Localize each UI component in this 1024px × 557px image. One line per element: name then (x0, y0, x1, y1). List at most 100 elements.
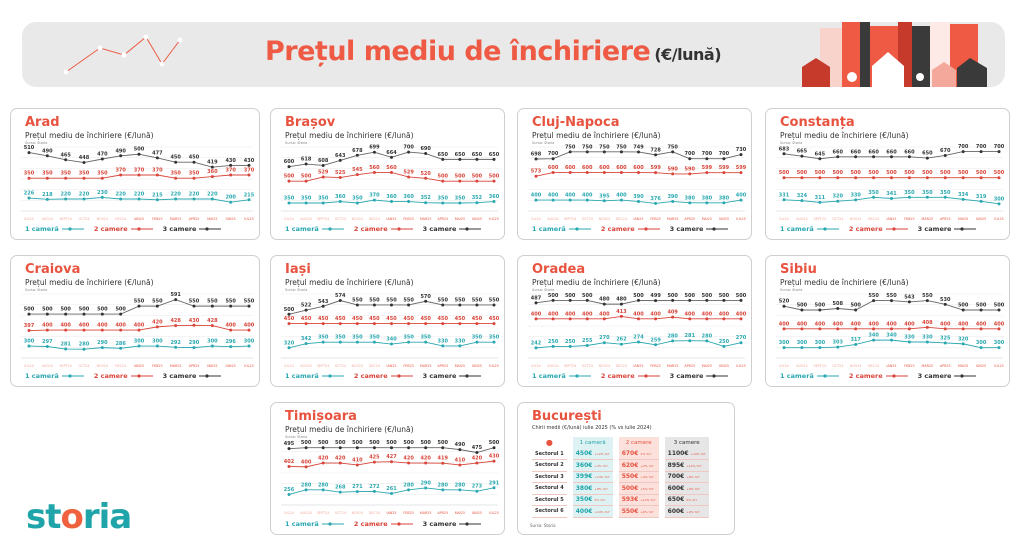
x-tick-label: IUL25 (489, 364, 498, 368)
data-point (722, 157, 726, 161)
data-point (304, 488, 308, 492)
data-point (722, 298, 726, 302)
x-tick-label: IAN25 (887, 217, 897, 221)
x-tick-label: OCT24 (582, 364, 593, 368)
line-chart: IUL24 AUG24 SEPT24 OCT24 NOV24 DEC24 IAN25 FEB2… (776, 144, 1005, 221)
data-label: 300 (815, 340, 826, 346)
data-label: 550 (207, 299, 218, 305)
data-point (355, 463, 359, 467)
data-point (739, 298, 743, 302)
price-cell: 700€ +8% YoY (664, 471, 709, 483)
data-point (534, 317, 538, 321)
data-label: 370 (369, 193, 380, 199)
data-point (585, 171, 589, 175)
data-point (321, 304, 325, 308)
data-point (100, 312, 104, 316)
x-tick-label: IAN25 (387, 217, 397, 221)
x-tick-label: NOV24 (850, 217, 861, 221)
data-label: 390 (633, 194, 644, 200)
data-label: 413 (616, 309, 627, 315)
x-tick-label: MAR25 (170, 217, 182, 221)
source-note: Sursa: Storia (532, 288, 555, 292)
data-point (492, 303, 496, 307)
x-tick-label: OCT24 (335, 217, 346, 221)
data-point (119, 328, 123, 332)
data-label: 350 (318, 335, 329, 341)
data-point (671, 339, 675, 343)
x-tick-label: DEC24 (369, 217, 380, 221)
data-label: 750 (582, 144, 593, 150)
data-label: 350 (403, 335, 414, 341)
chart-legend: 1 cameră 2 camere 3 camere (532, 372, 729, 380)
data-label: 500 (922, 170, 933, 176)
data-point (355, 153, 359, 157)
x-tick-label: IUN25 (472, 364, 482, 368)
data-label: 400 (719, 311, 730, 317)
data-point (82, 197, 86, 201)
data-point (64, 312, 68, 316)
x-tick-label: NOV24 (352, 364, 363, 368)
x-tick-label: MAI25 (702, 217, 712, 221)
sector-label: Sectorul 6 (532, 506, 567, 518)
legend-item: 3 camere (163, 372, 222, 380)
data-label: 330 (455, 338, 466, 344)
data-label: 420 (403, 456, 414, 462)
price-cell: 550€ +6% YoY (618, 506, 659, 518)
data-point (705, 317, 709, 321)
data-label: 271 (352, 484, 363, 490)
data-point (247, 304, 251, 308)
data-label: 500 (455, 174, 466, 180)
data-label: 500 (301, 440, 312, 446)
legend-item: 2 camere (601, 225, 660, 233)
table-row: Sectorul 1 450€ +12% YoY 670€ 3% YoY 1100€ +10… (532, 448, 709, 460)
x-tick-label: MAI25 (455, 364, 465, 368)
data-label: 643 (335, 153, 346, 159)
data-point (602, 150, 606, 154)
data-label: 350 (489, 335, 500, 341)
data-point (782, 152, 786, 156)
data-label: 495 (284, 441, 295, 447)
data-label: 280 (438, 482, 449, 488)
data-label: 350 (438, 196, 449, 202)
data-point (82, 161, 86, 165)
data-point (585, 317, 589, 321)
data-point (82, 328, 86, 332)
data-label: 660 (850, 149, 861, 155)
data-label: 730 (736, 147, 747, 153)
column-header: 1 cameră (572, 437, 613, 449)
data-point (997, 176, 1001, 180)
data-point (424, 461, 428, 465)
data-point (890, 338, 893, 342)
data-label: 560 (386, 165, 397, 171)
data-label: 350 (284, 196, 295, 202)
chart-subtitle: Prețul mediu de închiriere (€/lună) (25, 278, 154, 287)
data-label: 220 (79, 192, 90, 198)
price-cell: 600€ +9% YoY (664, 483, 709, 495)
data-label: 256 (284, 487, 295, 493)
data-label: 280 (318, 482, 329, 488)
data-point (64, 328, 68, 332)
data-point (155, 344, 159, 348)
legend-item: 3 camere (423, 520, 482, 528)
data-point (137, 197, 141, 201)
legend-line-icon (390, 227, 413, 231)
legend-line-icon (568, 374, 591, 378)
x-tick-label: IUL25 (736, 364, 745, 368)
data-label: 550 (472, 297, 483, 303)
x-tick-label: FEB25 (403, 511, 413, 515)
data-label: 330 (904, 335, 915, 341)
page-title: Prețul mediu de închiriere (€/lună) (265, 36, 722, 67)
data-point (722, 317, 726, 321)
data-label: 520 (779, 299, 790, 305)
data-label: 400 (565, 311, 576, 317)
data-label: 242 (531, 340, 542, 346)
data-label: 450 (335, 316, 346, 322)
data-point (458, 201, 462, 205)
data-point (722, 171, 726, 175)
legend-item: 2 camere (601, 372, 660, 380)
data-point (287, 447, 291, 451)
data-label: 350 (24, 171, 35, 177)
data-label: 499 (650, 293, 661, 299)
x-tick-label: FEB25 (904, 217, 914, 221)
data-point (671, 172, 675, 176)
